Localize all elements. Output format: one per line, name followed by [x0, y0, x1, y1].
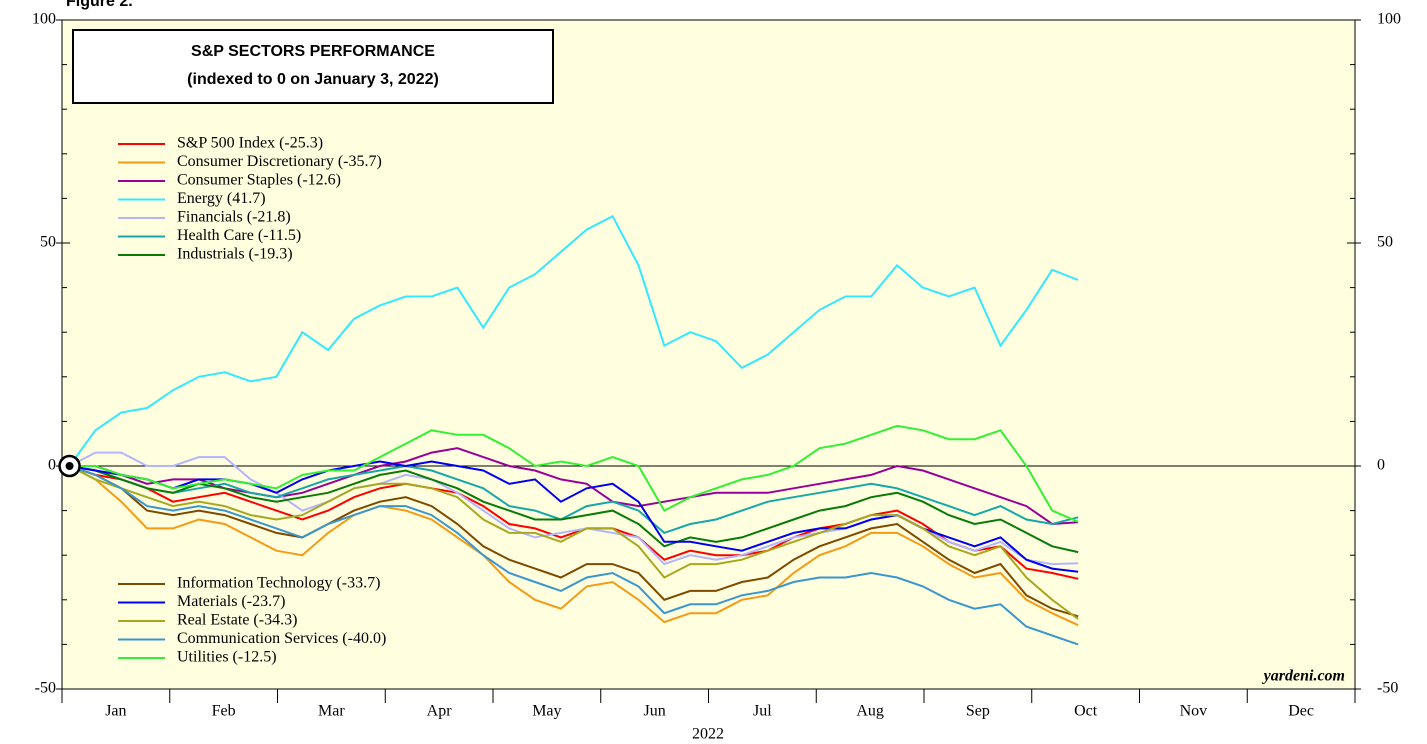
legend-label: Financials (-21.8)	[177, 209, 291, 226]
series-line	[69, 465, 1079, 627]
series-line	[69, 465, 1079, 620]
series-line	[69, 465, 1079, 580]
legend-label: Consumer Discretionary (-35.7)	[177, 153, 382, 170]
x-tick-label: Jun	[644, 703, 666, 720]
plot-area	[61, 19, 1356, 690]
series-line	[69, 447, 1079, 526]
legend-label: Health Care (-11.5)	[177, 227, 301, 244]
x-tick-label: Jul	[753, 703, 772, 720]
x-tick-label: May	[532, 703, 561, 720]
legend-label: S&P 500 Index (-25.3)	[177, 135, 323, 152]
figure-label: Figure 2.	[66, 0, 133, 10]
x-tick-label: Dec	[1288, 703, 1314, 720]
title-box	[72, 29, 554, 104]
legend-label: Real Estate (-34.3)	[177, 612, 297, 629]
y-tick-label: -50	[35, 680, 56, 697]
legend-label: Materials (-23.7)	[177, 593, 285, 610]
legend-label: Information Technology (-33.7)	[177, 575, 380, 592]
x-tick-label: Aug	[856, 703, 884, 720]
x-tick-label: Mar	[318, 703, 345, 720]
series-line	[68, 214, 1079, 467]
y-tick-label: -50	[1377, 680, 1398, 697]
chart-subtitle: (indexed to 0 on January 3, 2022)	[187, 71, 439, 88]
x-tick-label: Sep	[966, 703, 990, 720]
series-line	[69, 464, 1079, 535]
y-tick-label: 100	[1377, 11, 1401, 28]
x-axis-label: 2022	[692, 726, 724, 743]
source: yardeni.com	[1262, 668, 1345, 685]
legend-label: Consumer Staples (-12.6)	[177, 172, 341, 189]
legend-label: Utilities (-12.5)	[177, 649, 277, 666]
y-tick-label: 100	[32, 11, 56, 28]
x-tick-label: Nov	[1180, 703, 1208, 720]
x-tick-label: Jan	[105, 703, 126, 720]
y-tick-label: 0	[1377, 457, 1385, 474]
legend-label: Communication Services (-40.0)	[177, 630, 386, 647]
series-line	[69, 424, 1079, 523]
x-tick-label: Apr	[427, 703, 453, 720]
legend-label: Energy (41.7)	[177, 190, 266, 207]
y-tick-label: 50	[40, 234, 56, 251]
series-line	[69, 465, 1079, 646]
series-line	[69, 465, 1079, 618]
y-tick-label: 0	[48, 457, 56, 474]
legend-label: Industrials (-19.3)	[177, 246, 293, 263]
y-tick-label: 50	[1377, 234, 1393, 251]
x-tick-label: Oct	[1074, 703, 1098, 720]
x-tick-label: Feb	[212, 703, 236, 720]
origin-dot	[65, 462, 74, 470]
chart-title: S&P SECTORS PERFORMANCE	[191, 43, 435, 60]
series-line	[69, 465, 1079, 554]
